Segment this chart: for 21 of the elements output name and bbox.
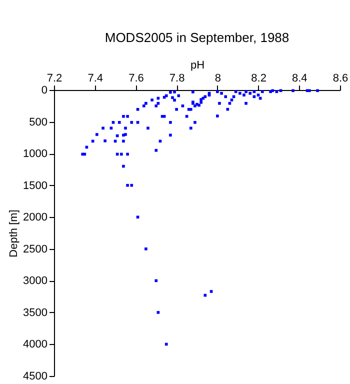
y-tick-label: 3500: [23, 306, 48, 319]
y-tick-label: 1000: [23, 148, 48, 160]
y-tick-label: 4000: [23, 338, 48, 351]
y-tick-label: 2500: [23, 243, 48, 256]
y-tick-label: 2000: [23, 212, 48, 224]
y-tick-label: 1500: [23, 180, 48, 192]
y-tick-label: 500: [29, 116, 48, 128]
y-axis-title: Depth [m]: [8, 210, 20, 258]
x-tick-label: 7.2: [46, 72, 62, 84]
x-axis-title: pH: [190, 60, 205, 72]
x-tick-label: 7.6: [128, 72, 144, 84]
y-tick-label: 3000: [23, 275, 48, 288]
y-tick-label: 4500: [23, 370, 48, 382]
x-tick-label: 7.4: [88, 72, 104, 84]
x-tick-label: 8.4: [292, 72, 308, 84]
chart-title: MODS2005 in September, 1988: [104, 30, 290, 45]
x-tick-label: 8.2: [251, 72, 266, 84]
x-tick-label: 8.6: [332, 72, 348, 84]
x-tick-label: 7.8: [169, 72, 185, 84]
y-tick-label: 0: [41, 84, 48, 96]
x-tick-label: 8: [214, 72, 221, 84]
